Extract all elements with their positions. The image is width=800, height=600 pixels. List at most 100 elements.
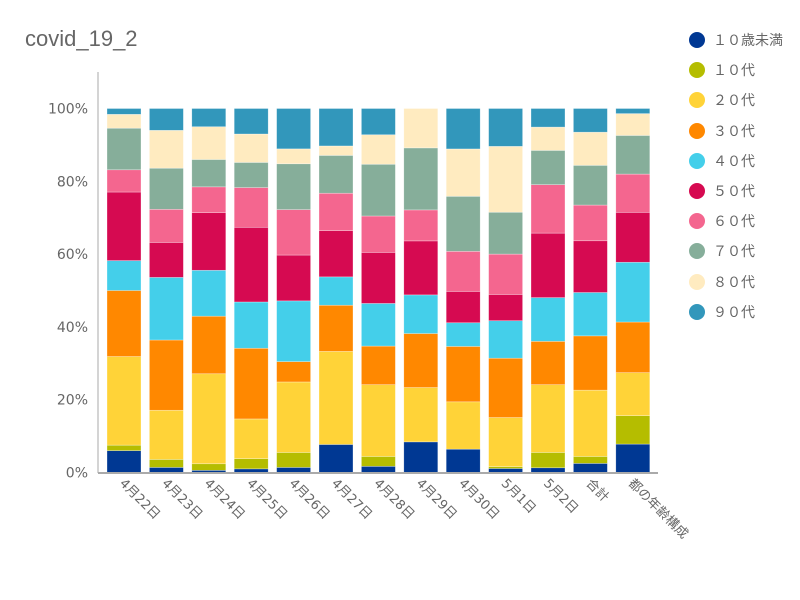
bar-segment[interactable] — [149, 167, 184, 210]
bar-segment[interactable] — [233, 226, 269, 303]
bar-segment[interactable] — [361, 456, 396, 467]
bar-segment[interactable] — [573, 108, 608, 133]
bar-segment[interactable] — [530, 184, 566, 234]
bar-segment[interactable] — [361, 163, 396, 217]
legend-item[interactable]: ５０代 — [689, 176, 783, 206]
bar-segment[interactable] — [149, 467, 184, 473]
bar-segment[interactable] — [573, 335, 608, 391]
bar-segment[interactable] — [573, 240, 608, 293]
legend-item[interactable]: ９０代 — [689, 297, 783, 327]
bar-segment[interactable] — [615, 261, 651, 323]
bar-segment[interactable] — [276, 254, 311, 302]
bar-segment[interactable] — [488, 294, 523, 322]
bar-segment[interactable] — [530, 452, 566, 469]
bar-segment[interactable] — [615, 113, 651, 136]
bar-segment[interactable] — [149, 339, 184, 411]
bar-segment[interactable] — [149, 209, 184, 243]
bar-segment[interactable] — [530, 384, 566, 453]
bar-segment[interactable] — [615, 108, 651, 114]
bar-segment[interactable] — [191, 373, 227, 465]
bar-segment[interactable] — [233, 108, 269, 135]
bar-segment[interactable] — [276, 148, 311, 165]
bar-segment[interactable] — [445, 196, 481, 252]
bar-segment[interactable] — [615, 443, 651, 473]
bar-segment[interactable] — [403, 209, 439, 242]
bar-segment[interactable] — [106, 260, 142, 291]
bar-segment[interactable] — [573, 204, 608, 242]
bar-segment[interactable] — [106, 191, 142, 261]
bar-segment[interactable] — [149, 277, 184, 341]
bar-segment[interactable] — [191, 463, 227, 471]
bar-segment[interactable] — [488, 108, 523, 147]
bar-segment[interactable] — [403, 240, 439, 296]
bar-segment[interactable] — [530, 150, 566, 185]
bar-segment[interactable] — [276, 300, 311, 362]
bar-segment[interactable] — [445, 291, 481, 324]
bar-segment[interactable] — [233, 162, 269, 188]
bar-segment[interactable] — [276, 108, 311, 150]
bar-segment[interactable] — [149, 108, 184, 131]
legend-item[interactable]: ３０代 — [689, 116, 783, 146]
legend-item[interactable]: ４０代 — [689, 146, 783, 176]
bar-segment[interactable] — [233, 458, 269, 470]
bar-segment[interactable] — [361, 303, 396, 347]
bar-segment[interactable] — [149, 242, 184, 278]
bar-segment[interactable] — [403, 333, 439, 388]
bar-segment[interactable] — [615, 415, 651, 445]
bar-segment[interactable] — [191, 269, 227, 317]
bar-segment[interactable] — [106, 127, 142, 171]
bar-segment[interactable] — [318, 192, 354, 231]
bar-segment[interactable] — [191, 159, 227, 188]
bar-segment[interactable] — [361, 345, 396, 385]
bar-segment[interactable] — [318, 108, 354, 147]
bar-segment[interactable] — [445, 448, 481, 473]
legend-item[interactable]: ８０代 — [689, 267, 783, 297]
bar-segment[interactable] — [106, 444, 142, 451]
bar-segment[interactable] — [403, 294, 439, 334]
bar-segment[interactable] — [361, 466, 396, 473]
bar-segment[interactable] — [233, 468, 269, 473]
bar-segment[interactable] — [403, 108, 439, 149]
bar-segment[interactable] — [530, 126, 566, 151]
bar-segment[interactable] — [530, 341, 566, 385]
legend-item[interactable]: ２０代 — [689, 85, 783, 115]
bar-segment[interactable] — [318, 444, 354, 473]
bar-segment[interactable] — [106, 356, 142, 446]
bar-segment[interactable] — [445, 148, 481, 197]
bar-segment[interactable] — [530, 108, 566, 128]
bar-segment[interactable] — [318, 304, 354, 352]
bar-segment[interactable] — [276, 467, 311, 473]
bar-segment[interactable] — [573, 131, 608, 166]
bar-segment[interactable] — [445, 401, 481, 450]
bar-segment[interactable] — [191, 212, 227, 271]
bar-segment[interactable] — [149, 459, 184, 468]
bar-segment[interactable] — [276, 381, 311, 453]
legend-item[interactable]: １０代 — [689, 55, 783, 85]
bar-segment[interactable] — [530, 232, 566, 298]
bar-segment[interactable] — [191, 108, 227, 128]
bar-segment[interactable] — [615, 372, 651, 416]
bar-segment[interactable] — [615, 135, 651, 175]
bar-segment[interactable] — [573, 463, 608, 473]
bar-segment[interactable] — [403, 441, 439, 473]
bar-segment[interactable] — [488, 253, 523, 295]
bar-segment[interactable] — [191, 186, 227, 214]
bar-segment[interactable] — [488, 357, 523, 418]
bar-segment[interactable] — [318, 230, 354, 278]
bar-segment[interactable] — [233, 418, 269, 459]
bar-segment[interactable] — [573, 292, 608, 337]
bar-segment[interactable] — [445, 346, 481, 403]
bar-segment[interactable] — [318, 155, 354, 194]
bar-segment[interactable] — [530, 297, 566, 342]
bar-segment[interactable] — [403, 387, 439, 443]
bar-segment[interactable] — [445, 251, 481, 292]
bar-segment[interactable] — [488, 468, 523, 473]
bar-segment[interactable] — [106, 450, 142, 473]
bar-segment[interactable] — [615, 212, 651, 263]
bar-segment[interactable] — [615, 173, 651, 213]
bar-segment[interactable] — [361, 252, 396, 304]
bar-segment[interactable] — [318, 145, 354, 156]
bar-segment[interactable] — [361, 215, 396, 253]
bar-segment[interactable] — [149, 409, 184, 460]
bar-segment[interactable] — [318, 351, 354, 445]
